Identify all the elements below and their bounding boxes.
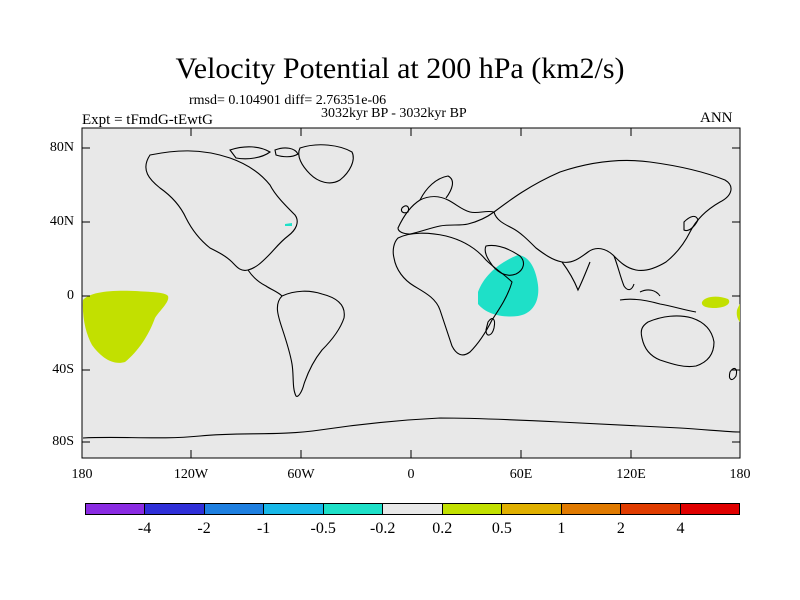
- colorbar-box: [680, 504, 739, 514]
- lat-label-80n: 80N: [49, 140, 74, 155]
- colorbar-label: -0.5: [310, 520, 336, 537]
- colorbar-box: [264, 504, 324, 514]
- colorbar-label: 1: [557, 520, 566, 537]
- axis-ticks: [82, 128, 740, 458]
- lon-label-0: 0: [407, 467, 415, 482]
- figure-title: Velocity Potential at 200 hPa (km2/s): [175, 52, 625, 85]
- colorbar-box: [383, 504, 443, 514]
- colorbar-label: -0.2: [370, 520, 396, 537]
- colorbar-label: -4: [137, 520, 152, 537]
- colorbar-box: [323, 504, 384, 514]
- positive-anomaly-pacific: [82, 290, 169, 363]
- lon-label-120w: 120W: [173, 467, 209, 482]
- colorbar-label: -1: [256, 520, 271, 537]
- lon-label-180w: 180: [71, 467, 93, 482]
- colorbar-label: 2: [616, 520, 625, 537]
- positive-anomaly-west-pacific: [701, 296, 730, 308]
- lon-label-120e: 120E: [616, 467, 646, 482]
- lon-label-60e: 60E: [509, 467, 533, 482]
- colorbar: [85, 503, 740, 515]
- lat-label-80s: 80S: [52, 434, 74, 449]
- colorbar-label: 4: [676, 520, 685, 537]
- colorbar-label: 0.5: [491, 520, 512, 537]
- experiment-label: Expt = tFmdG-tEwtG: [82, 112, 213, 128]
- colorbar-box: [145, 504, 205, 514]
- colorbar-box: [204, 504, 265, 514]
- lat-label-40s: 40S: [52, 362, 74, 377]
- negative-anomaly-africa-indian-ocean: [478, 255, 539, 317]
- lat-label-40n: 40N: [49, 214, 74, 229]
- map-panel: [81, 127, 741, 459]
- positive-anomaly-east-edge: [736, 304, 740, 322]
- season-label: ANN: [700, 110, 733, 126]
- colorbar-label: 0.2: [432, 520, 453, 537]
- lon-label-180e: 180: [729, 467, 751, 482]
- colorbar-box: [86, 504, 146, 514]
- lon-label-60w: 60W: [287, 467, 315, 482]
- negative-anomaly-atlantic-small: [285, 223, 292, 226]
- colorbar-box: [621, 504, 681, 514]
- period-text: 3032kyr BP - 3032kyr BP: [321, 106, 467, 121]
- colorbar-box: [442, 504, 503, 514]
- lat-label-0: 0: [67, 288, 74, 303]
- stats-text: rmsd= 0.104901 diff= 2.76351e-06: [189, 93, 387, 108]
- colorbar-box: [561, 504, 622, 514]
- coastlines: [82, 144, 741, 439]
- colorbar-label: -2: [197, 520, 211, 537]
- colorbar-box: [502, 504, 562, 514]
